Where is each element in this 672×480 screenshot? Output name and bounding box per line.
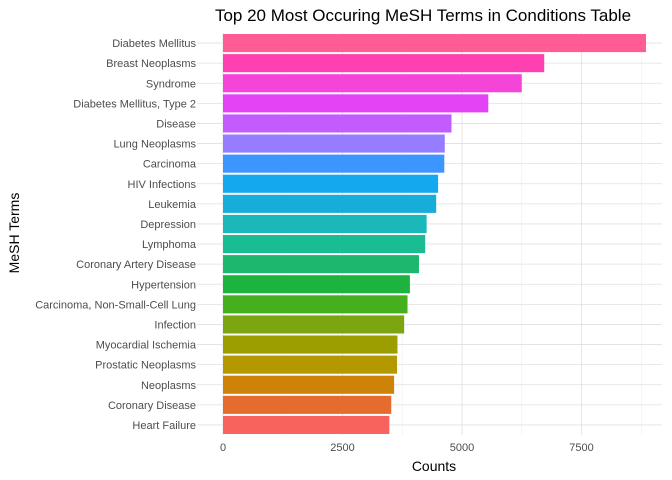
plot-area: Diabetes Mellitus Breast Neoplasms Syndrom… [35,33,662,454]
y-tick-label: Diabetes Mellitus [112,38,196,50]
y-tick-label: Disease [156,118,196,130]
bar [223,395,392,414]
y-tick-label: Leukemia [148,199,197,211]
x-tick-label: 7500 [569,442,593,454]
y-tick-label: Lymphoma [142,239,197,251]
x-tick-label: 0 [220,442,226,454]
bar [223,235,426,254]
bar [223,174,439,193]
bar [223,54,545,73]
bar [223,134,445,153]
y-tick-label: Neoplasms [141,380,197,392]
x-tick-label: 2500 [330,442,354,454]
y-tick-label: Heart Failure [132,420,196,432]
x-axis-title: Counts [412,458,456,474]
y-tick-label: Carcinoma [143,159,197,171]
y-tick-label: HIV Infections [128,179,197,191]
y-tick-label: Syndrome [146,78,196,90]
y-tick-label: Diabetes Mellitus, Type 2 [73,98,196,110]
y-tick-label: Hypertension [131,279,196,291]
bar [223,355,397,374]
bar [223,295,408,314]
y-tick-label: Myocardial Ischemia [96,340,197,352]
bar [223,94,489,113]
chart-title: Top 20 Most Occuring MeSH Terms in Condi… [215,6,631,25]
bar [223,255,419,274]
bar [223,154,445,173]
bar [223,114,452,133]
y-tick-label: Coronary Disease [108,400,196,412]
y-tick-label: Infection [154,319,196,331]
bar [223,315,405,334]
bar [223,34,647,53]
y-axis-title: MeSH Terms [6,193,22,274]
bar [223,415,390,434]
bar [223,214,427,233]
y-tick-label: Prostatic Neoplasms [95,360,196,372]
y-tick-label: Coronary Artery Disease [76,259,196,271]
bar [223,74,522,93]
y-tick-label: Carcinoma, Non-Small-Cell Lung [35,299,196,311]
x-tick-label: 5000 [450,442,474,454]
bar [223,194,437,213]
y-tick-label: Depression [140,219,196,231]
bar [223,275,410,294]
y-tick-label: Lung Neoplasms [113,139,196,151]
bar [223,335,398,354]
bar [223,375,395,394]
y-tick-label: Breast Neoplasms [106,58,196,70]
